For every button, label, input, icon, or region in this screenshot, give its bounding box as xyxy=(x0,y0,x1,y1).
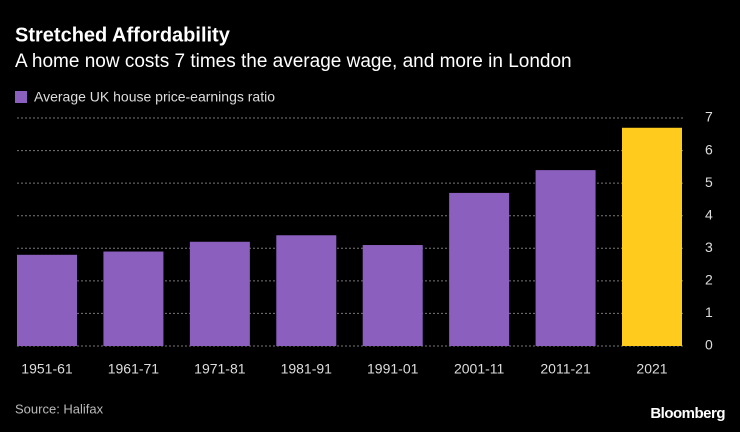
x-tick-label: 2001-11 xyxy=(454,361,505,377)
x-tick-label: 1961-71 xyxy=(108,361,160,377)
legend-swatch xyxy=(15,91,27,103)
y-tick-label: 0 xyxy=(705,337,713,353)
y-tick-label: 3 xyxy=(705,239,713,255)
bar xyxy=(276,235,337,346)
bar xyxy=(622,127,682,347)
bar xyxy=(189,241,250,346)
brand: Bloomberg xyxy=(650,405,725,422)
y-tick-label: 6 xyxy=(705,141,713,157)
y-tick-label: 2 xyxy=(705,272,713,288)
bar xyxy=(103,251,164,346)
x-tick-label: 2011-21 xyxy=(540,361,591,377)
x-tick-label: 2021 xyxy=(636,361,667,377)
y-tick-label: 7 xyxy=(705,109,713,125)
x-tick-label: 1971-81 xyxy=(194,361,246,377)
source: Source: Halifax xyxy=(15,401,104,416)
bar xyxy=(449,192,510,346)
bar xyxy=(535,170,596,346)
bar xyxy=(362,245,423,346)
bar xyxy=(17,254,77,346)
y-tick-label: 1 xyxy=(705,304,713,320)
x-tick-label: 1981-91 xyxy=(281,361,333,377)
legend-label: Average UK house price-earnings ratio xyxy=(34,89,275,105)
x-tick-label: 1991-01 xyxy=(367,361,419,377)
y-tick-label: 4 xyxy=(705,206,713,222)
chart-title: Stretched Affordability xyxy=(15,24,231,46)
chart-subtitle: A home now costs 7 times the average wag… xyxy=(15,51,572,72)
x-tick-label: 1951-61 xyxy=(21,361,73,377)
y-tick-label: 5 xyxy=(705,174,713,190)
